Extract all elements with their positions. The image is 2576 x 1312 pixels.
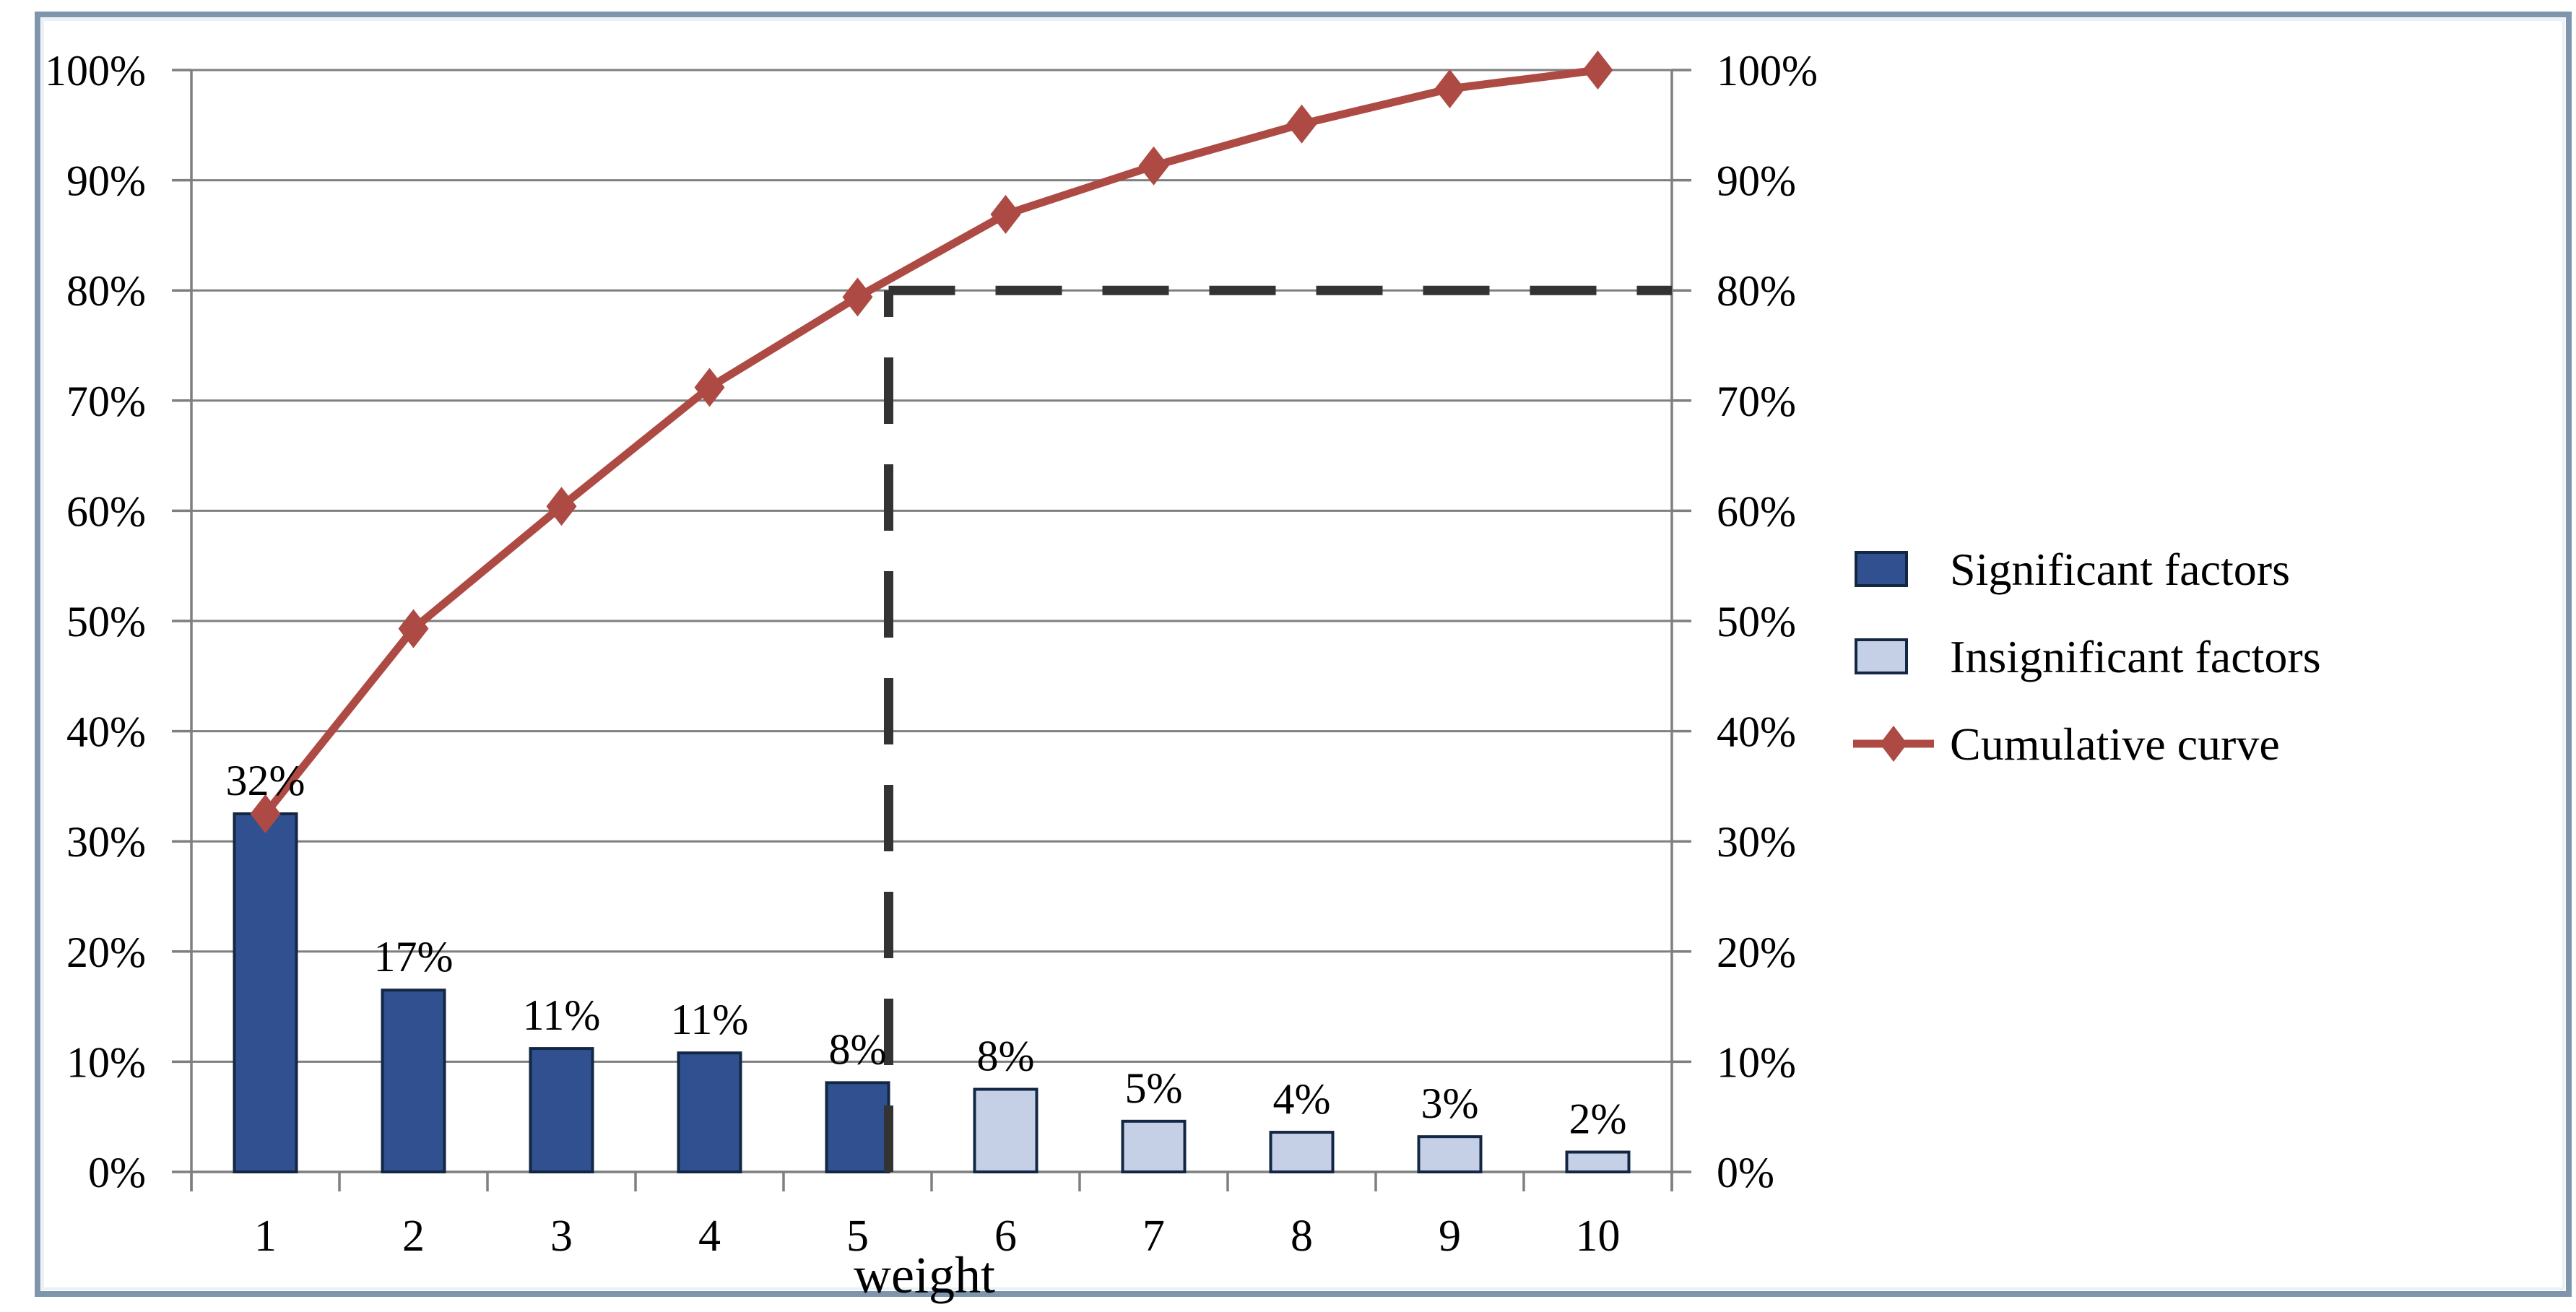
- cumulative-point-marker: [842, 277, 873, 317]
- left-axis-tick-label: 80%: [66, 267, 146, 315]
- bar-value-label: 5%: [1125, 1064, 1183, 1112]
- left-axis-tick-label: 50%: [66, 598, 146, 646]
- bar: [381, 989, 446, 1173]
- bar-value-label: 32%: [226, 757, 305, 804]
- bar: [233, 812, 298, 1174]
- bar-value-label: 8%: [977, 1033, 1035, 1080]
- axis-labels: 0% 0% 10% 10% 20% 20% 30% 30% 40% 40% 50% 50% 60% 60%…: [45, 47, 1818, 1261]
- bar: [973, 1087, 1038, 1174]
- left-axis-tick-label: 30%: [66, 818, 146, 866]
- category-label: 6: [994, 1212, 1017, 1261]
- right-axis-tick-label: 40%: [1717, 708, 1796, 756]
- category-label: 10: [1576, 1212, 1621, 1261]
- cumulative-point-marker: [250, 794, 281, 834]
- right-axis-tick-label: 0%: [1717, 1149, 1774, 1196]
- cumulative-point-marker: [1434, 69, 1465, 108]
- left-axis-tick-label: 40%: [66, 708, 146, 756]
- left-axis-tick-label: 60%: [66, 487, 146, 535]
- bar: [1269, 1131, 1335, 1173]
- category-label: 3: [550, 1212, 573, 1261]
- legend-swatch-insignificant: [1855, 638, 1908, 674]
- right-axis-tick-label: 90%: [1717, 157, 1796, 205]
- figure-border: [35, 12, 2572, 1297]
- right-axis-tick-label: 20%: [1717, 929, 1796, 976]
- bar: [1417, 1135, 1483, 1173]
- x-axis-title: weight: [854, 1246, 995, 1304]
- category-label: 2: [402, 1212, 425, 1261]
- bar-value-label: 17%: [374, 933, 454, 981]
- bar: [1121, 1119, 1187, 1173]
- cumulative-point-marker: [398, 609, 429, 648]
- right-axis-tick-label: 80%: [1717, 267, 1796, 315]
- threshold-guides: [884, 285, 1672, 1172]
- right-axis-tick-label: 60%: [1717, 487, 1796, 535]
- cumulative-point-marker: [1138, 146, 1169, 186]
- right-axis-tick-label: 50%: [1717, 598, 1796, 646]
- figure-border-rect: [35, 12, 2572, 1297]
- cumulative-point-marker: [990, 194, 1021, 234]
- cumulative-point-marker: [694, 368, 725, 407]
- legend-label: Insignificant factors: [1950, 631, 2321, 682]
- gridlines: [191, 69, 1672, 1173]
- legend: Significant factors Insignificant factors…: [1853, 544, 2321, 770]
- bar-value-label: 2%: [1569, 1095, 1627, 1143]
- left-axis-tick-label: 20%: [66, 929, 146, 976]
- bar-series: [233, 812, 1631, 1174]
- category-label: 8: [1291, 1212, 1313, 1261]
- left-axis-tick-label: 10%: [66, 1038, 146, 1086]
- cumulative-point-marker: [546, 487, 577, 526]
- category-label: 1: [254, 1212, 277, 1261]
- left-axis-tick-label: 70%: [66, 378, 146, 425]
- cumulative-point-marker: [1286, 104, 1317, 144]
- bar: [825, 1081, 890, 1174]
- left-axis-tick-label: 100%: [45, 47, 146, 95]
- bar-value-label: 3%: [1421, 1079, 1479, 1127]
- cumulative-point-marker: [1582, 51, 1613, 90]
- bar: [529, 1047, 594, 1174]
- bar-value-label: 4%: [1273, 1075, 1331, 1123]
- right-axis-tick-label: 30%: [1717, 818, 1796, 866]
- category-label: 9: [1439, 1212, 1461, 1261]
- bar: [1565, 1150, 1631, 1173]
- right-axis-tick-label: 100%: [1717, 47, 1818, 95]
- legend-swatch-significant: [1855, 551, 1908, 587]
- left-axis-tick-label: 0%: [88, 1149, 146, 1196]
- right-axis-tick-label: 10%: [1717, 1038, 1796, 1086]
- legend-label: Cumulative curve: [1950, 718, 2280, 770]
- category-label: 5: [846, 1212, 869, 1261]
- left-axis-tick-label: 90%: [66, 157, 146, 205]
- legend-label: Significant factors: [1950, 544, 2290, 595]
- figure-border-inner-edge: [41, 18, 2565, 1290]
- cumulative-line: [262, 66, 1599, 817]
- legend-diamond-marker: [1880, 726, 1907, 762]
- bar-value-label: 11%: [671, 996, 749, 1043]
- category-label: 7: [1142, 1212, 1165, 1261]
- cumulative-curve: [250, 51, 1613, 834]
- right-axis-tick-label: 70%: [1717, 378, 1796, 425]
- bar-value-label: 11%: [523, 991, 601, 1039]
- bar-value-label: 8%: [829, 1025, 887, 1073]
- category-label: 4: [698, 1212, 721, 1261]
- bar: [677, 1051, 742, 1174]
